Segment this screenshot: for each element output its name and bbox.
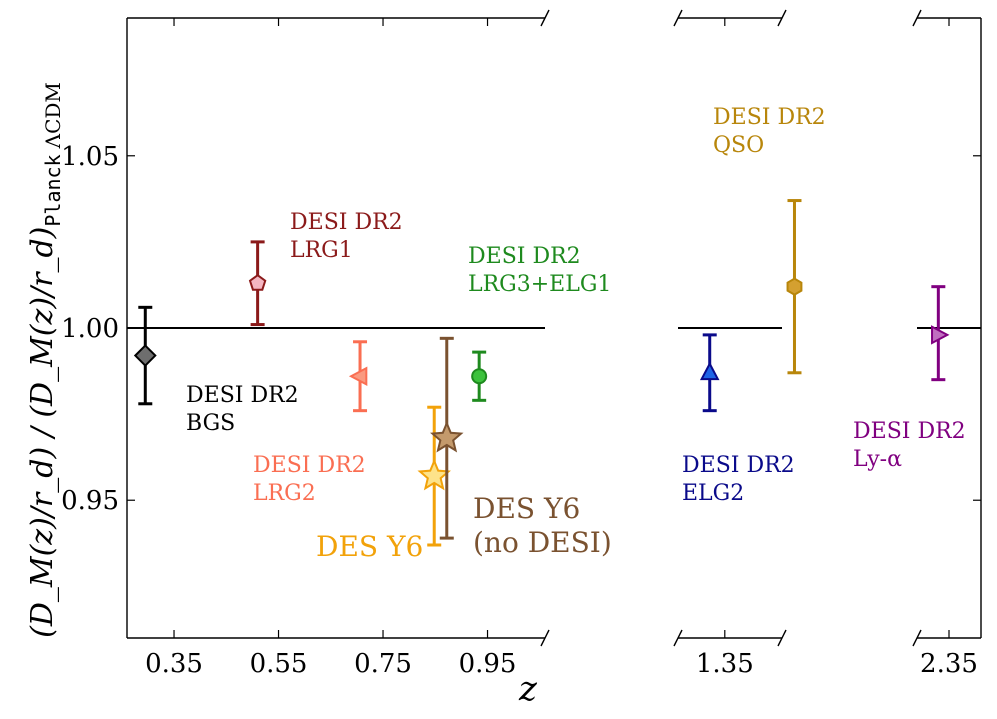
series-label: DES Y6 [316,530,423,563]
series-label: Ly-α [853,447,902,472]
x-tick-label: 0.75 [354,649,412,679]
x-axis-label: z [518,669,538,709]
axis-break-mark [912,629,922,647]
series-label: LRG3+ELG1 [468,272,611,297]
series-label: QSO [713,133,764,158]
marker-pentagon [248,273,267,291]
data-point-group [348,340,368,413]
y-tick-label: 1.05 [61,142,119,172]
data-point-group [699,333,720,413]
data-point-group [417,405,451,547]
axis-break-mark [912,9,922,27]
marker-triangle-up [699,361,720,381]
x-tick-label: 0.95 [459,649,517,679]
y-tick-label: 0.95 [61,486,119,516]
data-point-group [471,350,488,402]
y-axis-label-main: (D_M(z)/r_d) / (D_M(z)/r_d) [25,227,60,638]
annotations: DESI DR2 BGS DESI DR2 LRG1 DESI DR2 LRG2 DESI … [186,105,966,563]
marker-triangle-right [931,325,950,345]
axis-break-mark [777,629,787,647]
axis-break-mark [777,9,787,27]
axis-break-mark [540,9,550,27]
x-tick-label: 0.55 [250,649,308,679]
x-tick-label: 1.35 [696,649,754,679]
series-label: DES Y6 [473,492,580,525]
data-point-group [430,336,464,540]
series-label: ELG2 [682,481,744,506]
y-tick-label: 1.00 [61,314,119,344]
series-label: DESI DR2 [682,453,795,478]
series-label: DESI DR2 [468,244,581,269]
axis-labels: z (D_M(z)/r_d) / (D_M(z)/r_d)Planck ΛCDM [25,82,538,709]
series-label: DESI DR2 [853,419,966,444]
data-point-group [248,240,267,327]
data-point-group [133,305,157,406]
series-label: LRG1 [290,238,353,263]
x-tick-label: 0.35 [145,649,203,679]
marker-star [430,420,464,453]
axis-break-mark [673,629,683,647]
axis-break-mark [540,629,550,647]
axis-ticks: 0.95 1.00 1.05 0.35 0.55 0.75 0.95 1.35 2.35 [61,18,981,679]
data-series [133,199,950,547]
y-axis-label: (D_M(z)/r_d) / (D_M(z)/r_d)Planck ΛCDM [25,82,65,638]
y-axis-label-subscript: Planck [41,154,65,226]
marker-hexagon [786,277,803,296]
series-label: DESI DR2 [290,210,403,235]
marker-circle [471,368,488,385]
series-label: DESI DR2 [253,453,366,478]
data-point-group [786,199,803,375]
series-label: DESI DR2 [713,105,826,130]
marker-diamond [133,344,157,367]
series-label: DESI DR2 [186,383,299,408]
marker-triangle-left [348,366,368,386]
y-axis-label-subscript-tail: ΛCDM [41,82,65,149]
x-tick-label: 2.35 [920,649,978,679]
axis-break-mark [673,9,683,27]
series-label: (no DESI) [473,526,612,559]
data-point-group [931,285,950,382]
series-label: LRG2 [253,481,316,506]
series-label: BGS [186,411,235,436]
marker-star [417,458,451,491]
